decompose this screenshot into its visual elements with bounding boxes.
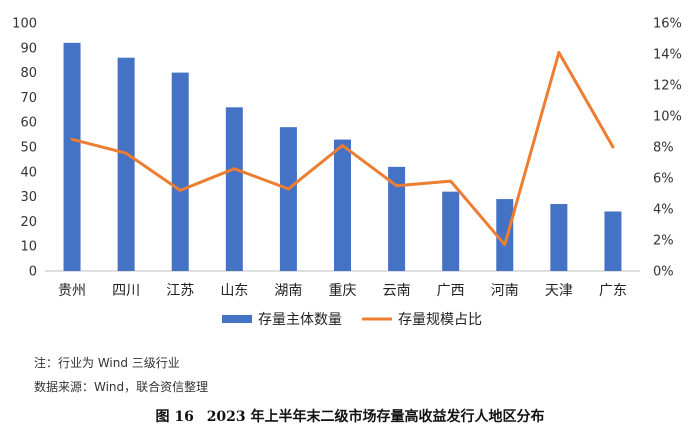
x-tick-label: 四川 xyxy=(112,283,140,299)
y-right-tick-label: 6% xyxy=(653,172,674,187)
bar-series xyxy=(63,42,622,272)
y-right-tick-label: 8% xyxy=(653,141,674,156)
x-tick-label: 云南 xyxy=(383,283,411,299)
x-tick-label: 天津 xyxy=(545,283,573,299)
bar xyxy=(442,191,460,271)
legend-swatch-bar xyxy=(222,315,252,323)
bar xyxy=(604,211,622,271)
x-tick-label: 广西 xyxy=(437,283,465,299)
x-tick-label: 江苏 xyxy=(166,283,194,299)
legend: 存量主体数量 存量规模占比 xyxy=(222,312,482,328)
y-right-tick-label: 0% xyxy=(653,265,674,280)
y-left-tick-label: 30 xyxy=(20,190,37,205)
y-left-tick-label: 40 xyxy=(20,165,37,180)
y-left-tick-label: 50 xyxy=(20,141,37,156)
bar xyxy=(334,139,351,271)
y-right-tick-label: 14% xyxy=(653,48,682,63)
x-tick-label: 湖南 xyxy=(274,283,302,299)
bar xyxy=(117,57,135,271)
bar xyxy=(388,166,406,271)
x-tick-label: 重庆 xyxy=(329,283,357,299)
y-right-tick-label: 10% xyxy=(653,110,682,125)
y-right-tick-label: 12% xyxy=(653,79,682,94)
y-left-tick-label: 10 xyxy=(20,240,37,255)
x-tick-label: 广东 xyxy=(599,283,627,299)
y-axis-left: 0 10 20 30 40 50 60 70 80 90 100 xyxy=(12,17,37,280)
legend-label-bar: 存量主体数量 xyxy=(258,312,342,328)
y-axis-right: 0% 2% 4% 6% 8% 10% 12% 14% 16% xyxy=(653,17,682,280)
y-left-tick-label: 70 xyxy=(20,91,37,106)
y-left-tick-label: 100 xyxy=(12,17,37,32)
x-tick-label: 山东 xyxy=(220,283,248,299)
line-series xyxy=(70,51,615,247)
bar xyxy=(171,72,189,271)
bar xyxy=(279,127,297,271)
y-left-tick-label: 60 xyxy=(20,116,37,131)
figure-title: 2023 年上半年末二级市场存量高收益发行人地区分布 xyxy=(206,409,545,425)
x-tick-label: 河南 xyxy=(491,283,519,299)
note-source: 数据来源：Wind，联合资信整理 xyxy=(34,380,209,394)
y-left-tick-label: 0 xyxy=(29,265,37,280)
x-axis: 贵州 四川 江苏 山东 湖南 重庆 云南 广西 河南 天津 广东 xyxy=(58,283,627,299)
note-industry: 注：行业为 Wind 三级行业 xyxy=(34,356,180,370)
bar xyxy=(550,204,568,271)
y-left-tick-label: 90 xyxy=(20,41,37,56)
x-tick-label: 贵州 xyxy=(58,283,86,299)
y-left-tick-label: 80 xyxy=(20,66,37,81)
y-left-tick-label: 20 xyxy=(20,215,37,230)
y-right-tick-label: 2% xyxy=(653,234,674,249)
bar xyxy=(225,107,243,271)
bar xyxy=(63,42,81,272)
legend-label-line: 存量规模占比 xyxy=(398,312,482,328)
y-right-tick-label: 16% xyxy=(653,17,682,32)
combo-chart: 0 10 20 30 40 50 60 70 80 90 100 0% 2% 4% 6% 8% 10% 12% 1… xyxy=(12,17,682,329)
figure-caption: 图 16 2023 年上半年末二级市场存量高收益发行人地区分布 xyxy=(0,406,700,426)
y-right-tick-label: 4% xyxy=(653,203,674,218)
figure-number: 图 16 xyxy=(155,409,194,425)
bar xyxy=(496,199,514,271)
